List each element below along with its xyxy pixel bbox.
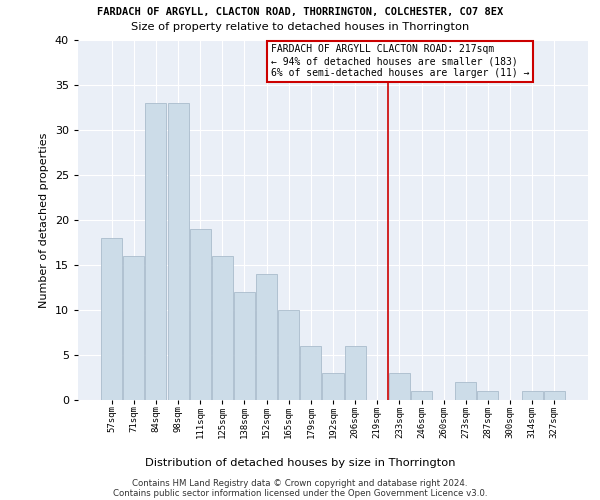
Bar [389,373,410,400]
Text: Contains public sector information licensed under the Open Government Licence v3: Contains public sector information licen… [113,489,487,498]
Bar [455,382,476,400]
Bar [167,103,188,400]
Bar [101,238,122,400]
Bar [411,391,432,400]
Bar [256,274,277,400]
Bar [478,391,499,400]
Bar [124,256,145,400]
Text: Size of property relative to detached houses in Thorrington: Size of property relative to detached ho… [131,22,469,32]
Bar [344,346,365,400]
Text: Contains HM Land Registry data © Crown copyright and database right 2024.: Contains HM Land Registry data © Crown c… [132,479,468,488]
Bar [212,256,233,400]
Bar [544,391,565,400]
Bar [234,292,255,400]
Bar [521,391,542,400]
Text: FARDACH OF ARGYLL, CLACTON ROAD, THORRINGTON, COLCHESTER, CO7 8EX: FARDACH OF ARGYLL, CLACTON ROAD, THORRIN… [97,8,503,18]
Bar [190,229,211,400]
Bar [278,310,299,400]
Bar [322,373,344,400]
Text: Distribution of detached houses by size in Thorrington: Distribution of detached houses by size … [145,458,455,468]
Y-axis label: Number of detached properties: Number of detached properties [39,132,49,308]
Bar [301,346,322,400]
Text: FARDACH OF ARGYLL CLACTON ROAD: 217sqm
← 94% of detached houses are smaller (183: FARDACH OF ARGYLL CLACTON ROAD: 217sqm ←… [271,44,530,78]
Bar [145,103,166,400]
